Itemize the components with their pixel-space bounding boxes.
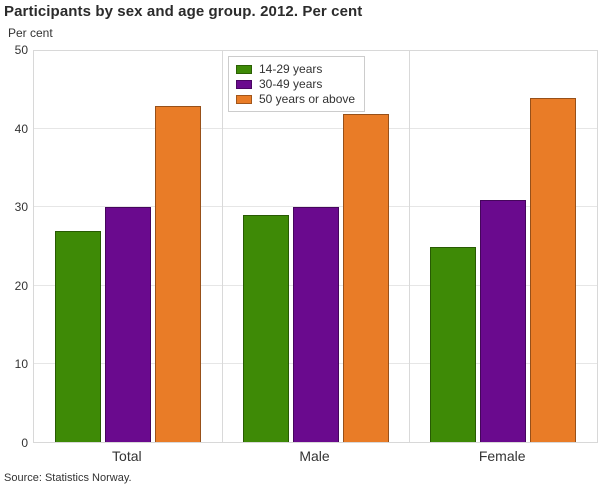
x-category-label: Total: [112, 448, 142, 464]
y-gridline: [34, 206, 597, 208]
y-tick-label: 0: [21, 436, 28, 450]
legend-item-label: 14-29 years: [259, 62, 323, 76]
y-axis: 0 10 20 30 40 50: [0, 43, 29, 450]
y-tick-label: 40: [14, 121, 28, 136]
bar: [342, 113, 389, 442]
bar: [292, 207, 339, 442]
y-tick-label: 20: [14, 278, 28, 293]
bar: [242, 215, 289, 442]
legend-item[interactable]: 30-49 years: [236, 77, 355, 91]
y-tick-label: 50: [14, 43, 28, 57]
source-note: Source: Statistics Norway.: [4, 472, 132, 484]
bar: [54, 230, 101, 442]
legend-item-label: 30-49 years: [259, 77, 323, 91]
bar: [480, 199, 527, 442]
plot-area: [33, 50, 598, 443]
legend-color-swatch: [236, 79, 252, 89]
y-tick-label: 30: [14, 200, 28, 215]
legend-color-swatch: [236, 94, 252, 104]
y-gridline: [34, 128, 597, 130]
bar: [530, 97, 577, 442]
group-separator: [409, 51, 411, 442]
group-separator: [221, 51, 223, 442]
y-tick-label: 10: [14, 357, 28, 372]
x-category-label: Female: [478, 448, 526, 464]
legend-item-label: 50 years or above: [259, 92, 356, 106]
bar: [154, 105, 201, 442]
legend-item[interactable]: 50 years or above: [236, 92, 355, 106]
y-axis-title: Per cent: [8, 26, 53, 40]
bar: [104, 207, 151, 442]
chart-title: Participants by sex and age group. 2012.…: [4, 3, 363, 20]
x-category-label: Male: [299, 448, 330, 464]
x-axis: Total Male Female: [33, 448, 598, 468]
bar: [430, 246, 477, 442]
legend-color-swatch: [236, 64, 252, 74]
legend: 14-29 years 30-49 years 50 years or above: [228, 56, 366, 112]
legend-item[interactable]: 14-29 years: [236, 62, 355, 76]
